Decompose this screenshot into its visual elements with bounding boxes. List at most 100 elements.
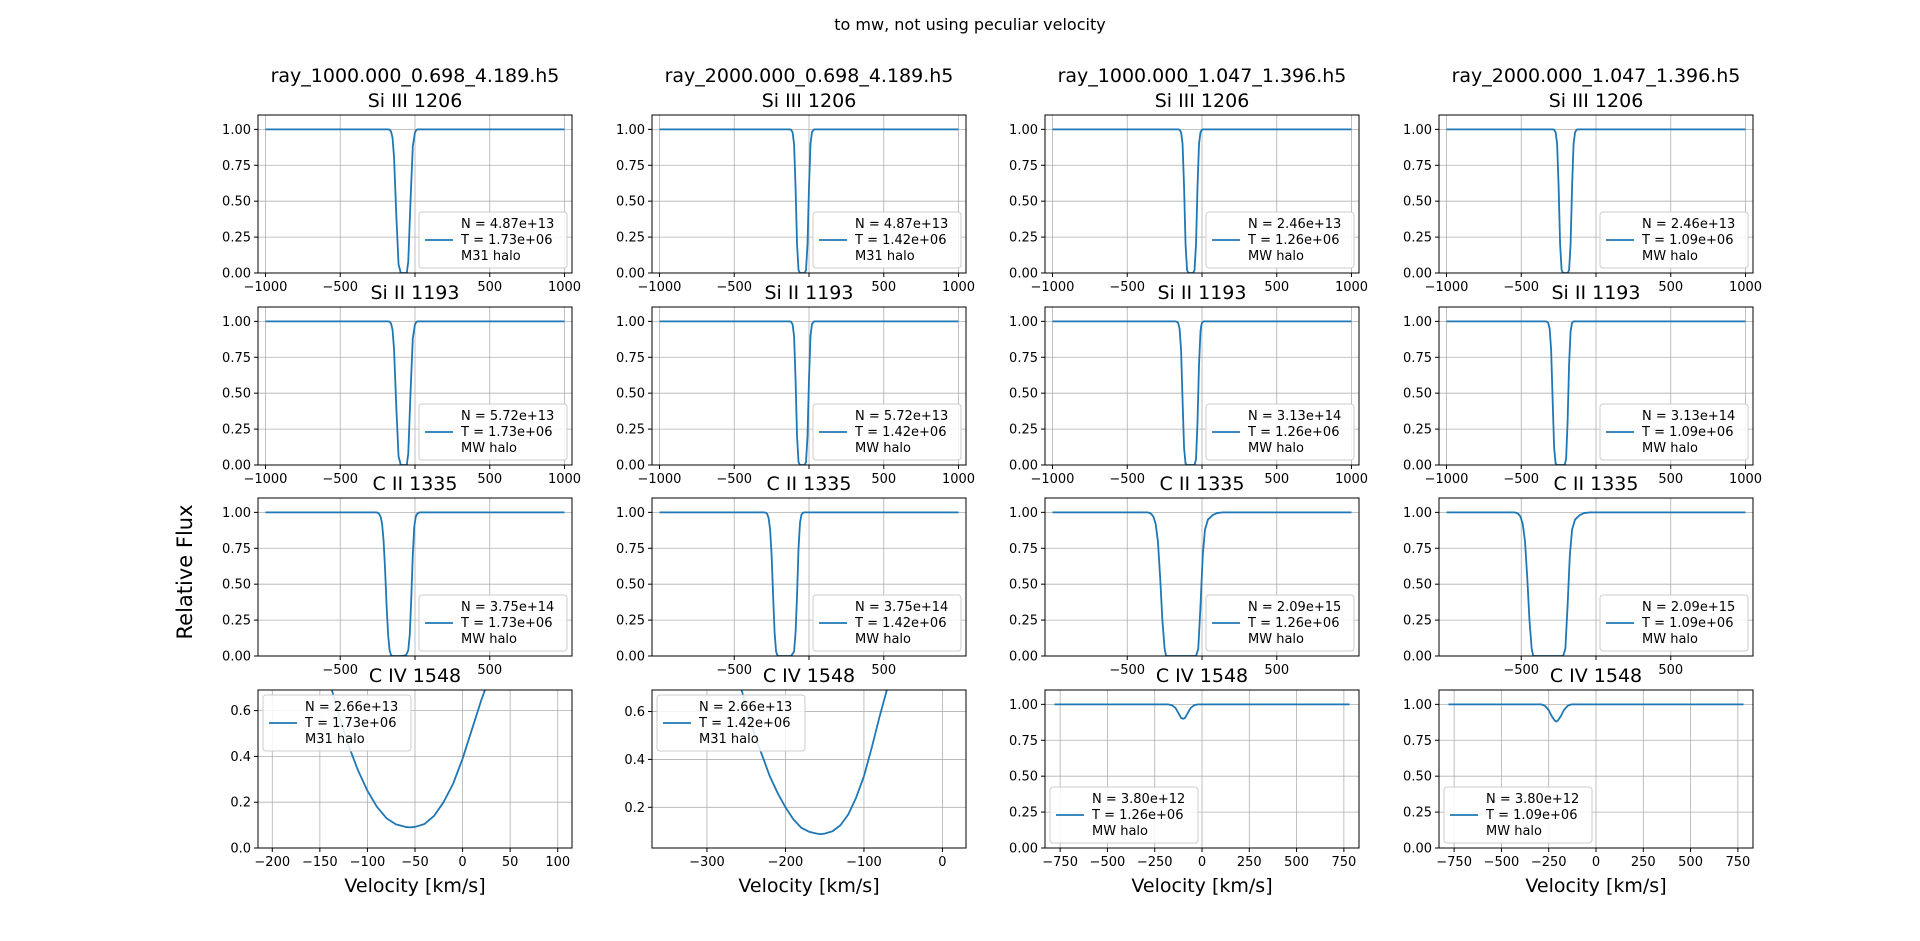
y-tick-label: 0.50 bbox=[1403, 387, 1432, 402]
subplot-ion-title: Si II 1193 bbox=[1552, 282, 1641, 304]
x-tick-label: −100 bbox=[846, 855, 882, 870]
legend-label: T = 1.26e+06 bbox=[1247, 233, 1339, 248]
legend-label: N = 5.72e+13 bbox=[461, 409, 554, 424]
x-tick-label: −1000 bbox=[1424, 280, 1468, 295]
subplot-ion-title: C II 1335 bbox=[767, 473, 852, 495]
x-tick-label: 1000 bbox=[548, 280, 581, 295]
legend-label: T = 1.42e+06 bbox=[698, 716, 790, 731]
x-tick-label: −1000 bbox=[1424, 472, 1468, 487]
legend-label: T = 1.42e+06 bbox=[854, 616, 946, 631]
x-tick-label: −1000 bbox=[1030, 472, 1074, 487]
subplot-r3-c3: −500 500 0.00 0.25 0.50 0.75 1.00 C II 1335 N = … bbox=[1009, 473, 1360, 678]
y-tick-label: 0.75 bbox=[1009, 351, 1038, 366]
legend-label: N = 4.87e+13 bbox=[855, 217, 948, 232]
legend-label: MW halo bbox=[1486, 824, 1542, 839]
x-tick-label: 1000 bbox=[942, 280, 975, 295]
subplot-ion-title: Si III 1206 bbox=[1155, 90, 1250, 112]
x-tick-label: −1000 bbox=[637, 280, 681, 295]
series-line bbox=[1446, 320, 1746, 465]
y-tick-label: 0.50 bbox=[222, 578, 251, 593]
x-tick-label: −100 bbox=[350, 855, 386, 870]
y-tick-label: 0.50 bbox=[1403, 195, 1432, 210]
y-tick-label: 1.00 bbox=[616, 506, 645, 521]
subplot-title: ray_1000.000_0.698_4.189.h5 bbox=[271, 65, 560, 87]
y-tick-label: 0.50 bbox=[1403, 770, 1432, 785]
subplot-r2-c4: −1000 −500 500 1000 0.00 0.25 0.50 0.75 1.00 Si I… bbox=[1403, 282, 1762, 487]
subplot-r4-c4: −750 −500 −250 0 250 500 750 0.00 0.25 0.50 0.75 1.… bbox=[1403, 665, 1754, 897]
y-tick-label: 0.75 bbox=[1009, 734, 1038, 749]
legend-label: T = 1.42e+06 bbox=[854, 233, 946, 248]
y-tick-label: 0.50 bbox=[1009, 770, 1038, 785]
legend-label: N = 3.75e+14 bbox=[461, 600, 554, 615]
subplot-ion-title: C II 1335 bbox=[1160, 473, 1245, 495]
legend-label: MW halo bbox=[461, 632, 517, 647]
y-tick-label: 0.75 bbox=[616, 351, 645, 366]
legend-label: N = 2.09e+15 bbox=[1248, 600, 1341, 615]
legend-label: T = 1.73e+06 bbox=[460, 233, 552, 248]
subplot-r2-c2: −1000 −500 500 1000 0.00 0.25 0.50 0.75 1.00 Si I… bbox=[616, 282, 975, 487]
x-tick-label: −1000 bbox=[637, 472, 681, 487]
x-tick-label: −500 bbox=[322, 472, 358, 487]
series-line bbox=[1054, 703, 1350, 720]
x-tick-label: −500 bbox=[1109, 280, 1145, 295]
subplot-r1-c2: −1000 −500 500 1000 0.00 0.25 0.50 0.75 1.00 ray_… bbox=[616, 65, 975, 295]
y-tick-label: 0.00 bbox=[1009, 267, 1038, 282]
y-tick-label: 1.00 bbox=[222, 315, 251, 330]
legend-label: T = 1.26e+06 bbox=[1247, 425, 1339, 440]
legend-label: T = 1.09e+06 bbox=[1485, 808, 1577, 823]
series-line bbox=[265, 128, 565, 273]
y-tick-label: 0.75 bbox=[616, 159, 645, 174]
x-tick-label: 500 bbox=[1264, 663, 1289, 678]
legend-label: T = 1.73e+06 bbox=[304, 716, 396, 731]
x-tick-label: −500 bbox=[716, 663, 752, 678]
y-tick-label: 1.00 bbox=[1403, 315, 1432, 330]
legend-label: M31 halo bbox=[699, 732, 759, 747]
subplot-r4-c2: −300 −200 −100 0 0.2 0.4 0.6 C IV 1548 Velocity … bbox=[624, 665, 967, 897]
subplot-ion-title: Si II 1193 bbox=[1158, 282, 1247, 304]
x-tick-label: −750 bbox=[1436, 855, 1472, 870]
x-axis-label: Velocity [km/s] bbox=[1525, 875, 1666, 897]
subplot-r1-c1: −1000 −500 500 1000 0.00 0.25 0.50 0.75 1.00 ray_… bbox=[222, 65, 581, 295]
legend-box bbox=[1049, 786, 1199, 844]
x-tick-label: −500 bbox=[1503, 280, 1539, 295]
series-line bbox=[330, 690, 486, 829]
y-tick-label: 0.75 bbox=[1403, 734, 1432, 749]
x-tick-label: 500 bbox=[1658, 472, 1683, 487]
x-tick-label: −1000 bbox=[1030, 280, 1074, 295]
series-line bbox=[659, 320, 959, 465]
x-tick-label: 0 bbox=[938, 855, 946, 870]
legend-label: N = 3.13e+14 bbox=[1642, 409, 1735, 424]
x-tick-label: 0 bbox=[1198, 855, 1206, 870]
x-tick-label: −1000 bbox=[243, 280, 287, 295]
x-tick-label: −50 bbox=[401, 855, 428, 870]
legend-label: N = 2.66e+13 bbox=[699, 700, 792, 715]
y-tick-label: 1.00 bbox=[1009, 506, 1038, 521]
legend-box bbox=[1599, 211, 1749, 269]
y-tick-label: 1.00 bbox=[1403, 123, 1432, 138]
x-tick-label: −500 bbox=[716, 472, 752, 487]
x-axis-label: Velocity [km/s] bbox=[344, 875, 485, 897]
series-line bbox=[265, 511, 565, 656]
subplot-title: ray_2000.000_0.698_4.189.h5 bbox=[665, 65, 954, 87]
subplot-ion-title: Si III 1206 bbox=[1549, 90, 1644, 112]
y-tick-label: 0.50 bbox=[1009, 195, 1038, 210]
legend-label: T = 1.73e+06 bbox=[460, 616, 552, 631]
y-tick-label: 0.50 bbox=[616, 195, 645, 210]
legend-box bbox=[1599, 403, 1749, 461]
legend-label: N = 4.87e+13 bbox=[461, 217, 554, 232]
legend-label: MW halo bbox=[1248, 249, 1304, 264]
x-tick-label: 1000 bbox=[1335, 280, 1368, 295]
subplot-ion-title: C II 1335 bbox=[1554, 473, 1639, 495]
legend-label: M31 halo bbox=[461, 249, 521, 264]
y-tick-label: 0.0 bbox=[230, 842, 251, 857]
x-tick-label: 500 bbox=[871, 472, 896, 487]
x-tick-label: 1000 bbox=[1335, 472, 1368, 487]
x-tick-label: −500 bbox=[1090, 855, 1126, 870]
y-tick-label: 0.00 bbox=[1403, 650, 1432, 665]
x-tick-label: −200 bbox=[254, 855, 290, 870]
